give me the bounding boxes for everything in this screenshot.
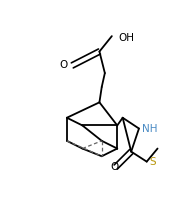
Text: S: S — [150, 157, 156, 167]
Text: O: O — [110, 162, 118, 172]
Text: OH: OH — [118, 33, 134, 43]
Text: O: O — [59, 60, 68, 70]
Text: NH: NH — [142, 123, 158, 134]
